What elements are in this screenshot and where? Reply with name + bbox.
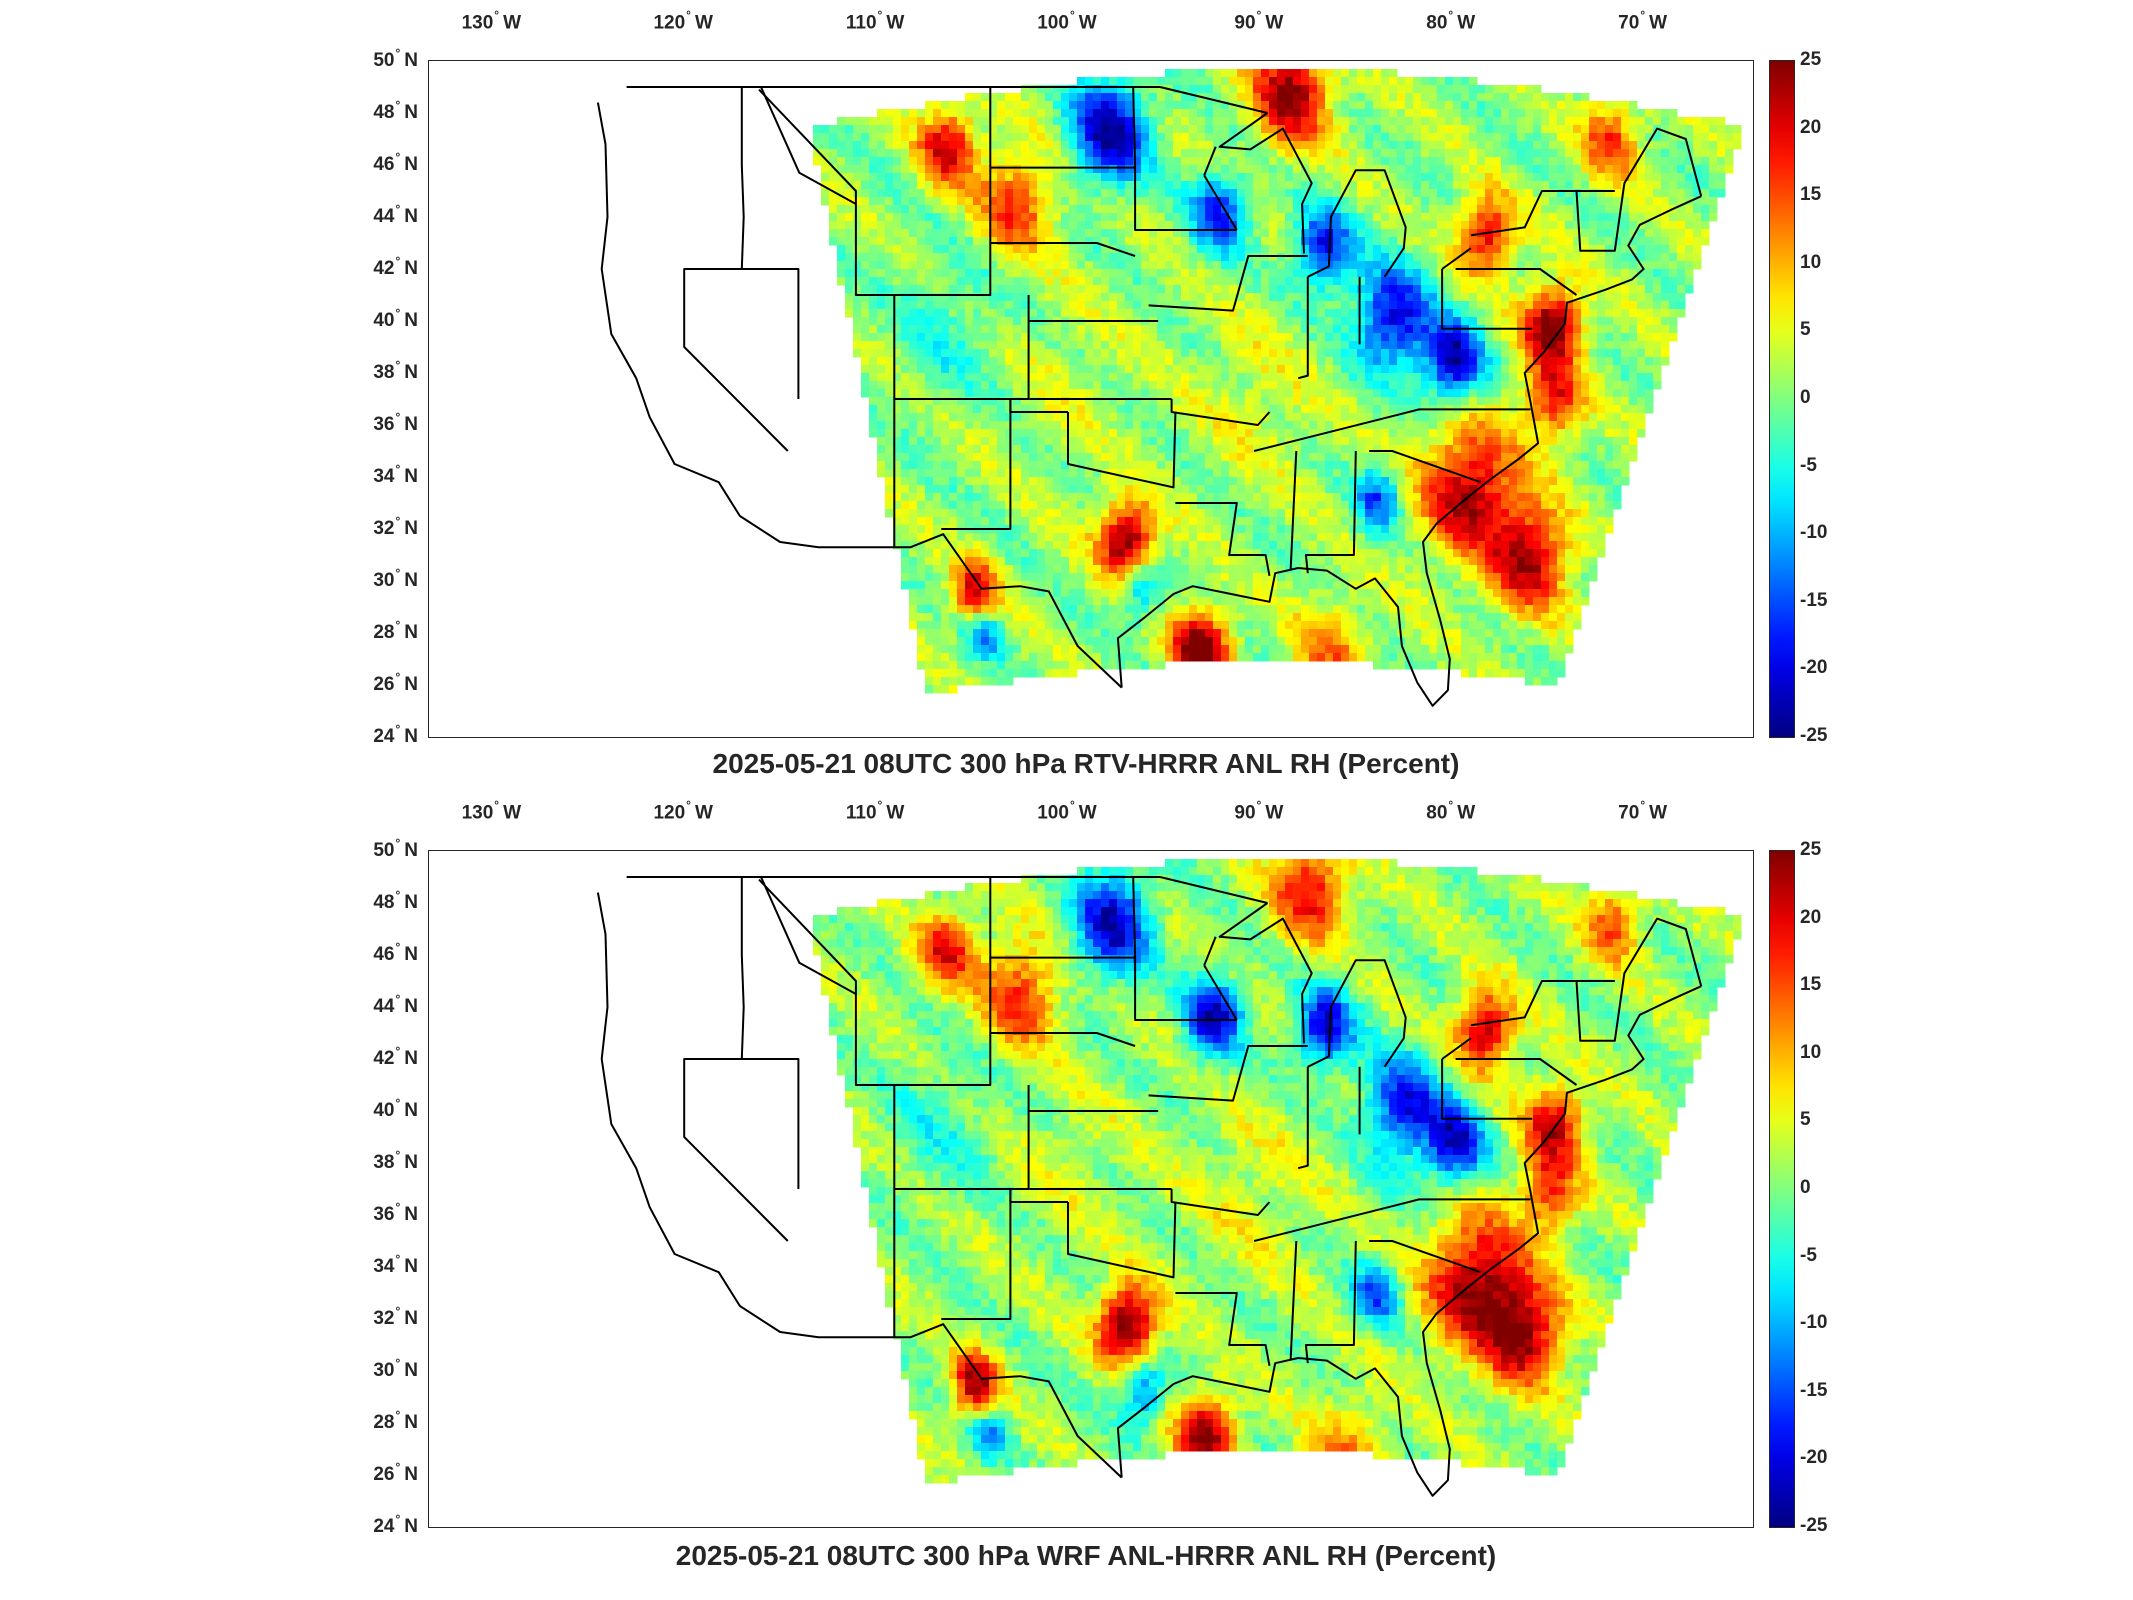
- colorbar-tick-label: -25: [1800, 725, 1828, 746]
- rh-difference-field: [596, 69, 1742, 707]
- latitude-tick-label: 38° N: [373, 1147, 418, 1174]
- colorbar-tick-label: 15: [1800, 974, 1822, 996]
- latitude-tick-label: 30° N: [373, 565, 418, 592]
- latitude-tick-label: 24° N: [373, 721, 418, 748]
- latitude-tick-label: 24° N: [373, 1511, 418, 1538]
- longitude-tick-label: 90° W: [1234, 8, 1284, 34]
- latitude-tick-label: 48° N: [373, 887, 418, 914]
- colorbar-tick-label: -10: [1800, 1312, 1828, 1334]
- latitude-tick-label: 26° N: [373, 669, 418, 696]
- longitude-tick-label: 130° W: [461, 798, 522, 824]
- state-boundaries: [596, 86, 1703, 707]
- colorbar-tick-label: -25: [1800, 1515, 1828, 1536]
- panel-title: 2025-05-21 08UTC 300 hPa WRF ANL-HRRR AN…: [675, 1540, 1497, 1571]
- map-panel-top: 130° W 120° W 110° W 100° W 90° W 80° W 70° W 50° N 48°…: [0, 0, 2133, 790]
- longitude-tick-label: 120° W: [653, 8, 713, 34]
- colorbar-tick-label: 25: [1800, 49, 1822, 70]
- latitude-tick-label: 36° N: [373, 1199, 418, 1226]
- longitude-tick-label: 70° W: [1618, 798, 1668, 824]
- colorbar-tick-label: 10: [1800, 1041, 1822, 1063]
- colorbar: [1769, 60, 1795, 738]
- longitude-tick-label: 100° W: [1037, 798, 1097, 824]
- latitude-tick-label: 36° N: [373, 409, 418, 436]
- latitude-tick-label: 28° N: [373, 1407, 418, 1434]
- latitude-tick-label: 50° N: [373, 835, 418, 862]
- longitude-tick-label: 130° W: [461, 8, 522, 34]
- panel-title: 2025-05-21 08UTC 300 hPa RTV-HRRR ANL RH…: [712, 748, 1460, 779]
- latitude-tick-label: 30° N: [373, 1355, 418, 1382]
- colorbar-tick-label: -5: [1800, 1244, 1817, 1266]
- latitude-tick-label: 46° N: [373, 149, 418, 176]
- latitude-tick-label: 50° N: [373, 45, 418, 72]
- colorbar-tick-label: -15: [1800, 1379, 1828, 1401]
- colorbar-tick-label: 5: [1800, 1109, 1811, 1131]
- colorbar-tick-label: -20: [1800, 1447, 1828, 1469]
- latitude-tick-label: 38° N: [373, 357, 418, 384]
- latitude-tick-label: 34° N: [373, 461, 418, 488]
- latitude-tick-label: 40° N: [373, 305, 418, 332]
- colorbar-tick-label: 0: [1800, 387, 1811, 408]
- colorbar-tick-label: 20: [1800, 116, 1822, 138]
- map-plot-area: [428, 60, 1754, 738]
- longitude-tick-label: 120° W: [653, 798, 713, 824]
- colorbar: [1769, 850, 1795, 1528]
- map-plot-area: [428, 850, 1754, 1528]
- latitude-tick-label: 48° N: [373, 97, 418, 124]
- colorbar-tick-label: 10: [1800, 251, 1822, 273]
- field-cells: [813, 859, 1742, 1484]
- longitude-tick-label: 90° W: [1234, 798, 1284, 824]
- colorbar-tick-label: 0: [1800, 1177, 1811, 1198]
- latitude-tick-label: 44° N: [373, 991, 418, 1018]
- latitude-tick-label: 26° N: [373, 1459, 418, 1486]
- latitude-tick-label: 42° N: [373, 1043, 418, 1070]
- longitude-tick-label: 70° W: [1618, 8, 1668, 34]
- longitude-tick-label: 80° W: [1426, 8, 1476, 34]
- longitude-tick-label: 100° W: [1037, 8, 1097, 34]
- colorbar-tick-label: -10: [1800, 522, 1828, 544]
- longitude-tick-label: 110° W: [845, 8, 905, 34]
- latitude-tick-label: 34° N: [373, 1251, 418, 1278]
- field-cells: [813, 69, 1742, 694]
- latitude-tick-label: 28° N: [373, 617, 418, 644]
- longitude-tick-label: 110° W: [845, 798, 905, 824]
- colorbar-tick-label: -5: [1800, 454, 1817, 476]
- colorbar-tick-label: 20: [1800, 906, 1822, 928]
- colorbar-tick-label: -20: [1800, 657, 1828, 679]
- colorbar-tick-label: 5: [1800, 319, 1811, 341]
- colorbar-tick-label: 25: [1800, 839, 1822, 860]
- colorbar-tick-label: 15: [1800, 184, 1822, 206]
- latitude-tick-label: 46° N: [373, 939, 418, 966]
- latitude-tick-label: 32° N: [373, 513, 418, 540]
- latitude-tick-label: 32° N: [373, 1303, 418, 1330]
- latitude-tick-label: 44° N: [373, 201, 418, 228]
- rh-difference-field: [596, 859, 1742, 1497]
- latitude-tick-label: 40° N: [373, 1095, 418, 1122]
- state-boundaries: [596, 876, 1703, 1497]
- longitude-tick-label: 80° W: [1426, 798, 1476, 824]
- colorbar-tick-label: -15: [1800, 589, 1828, 611]
- latitude-tick-label: 42° N: [373, 253, 418, 280]
- map-panel-bottom: 130° W 120° W 110° W 100° W 90° W 80° W 70° W 50° N 48°…: [0, 790, 2133, 1600]
